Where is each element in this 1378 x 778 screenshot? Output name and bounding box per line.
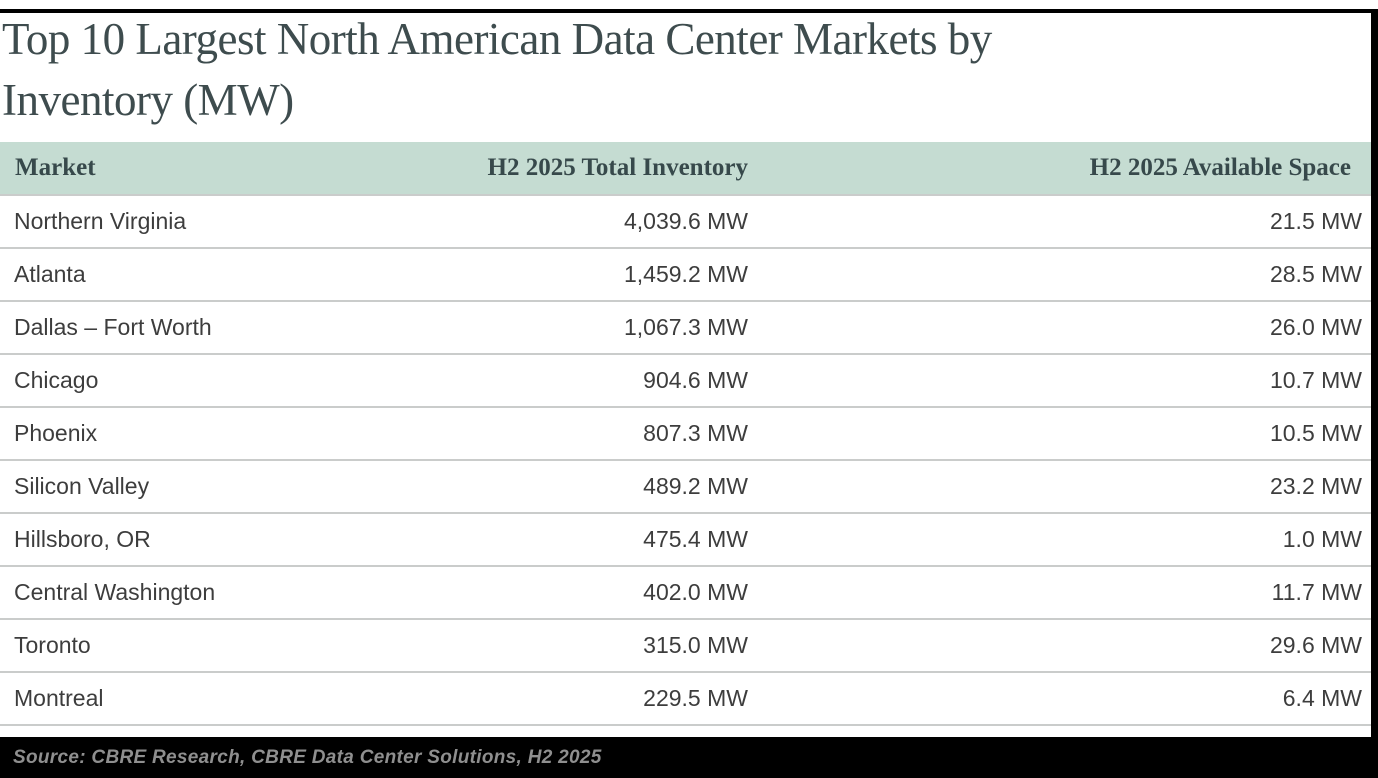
table-row: Montreal 229.5 MW 6.4 MW	[0, 673, 1371, 726]
table-row: Dallas – Fort Worth 1,067.3 MW 26.0 MW	[0, 302, 1371, 355]
total-inventory-cell: 315.0 MW	[643, 632, 748, 658]
market-cell: Montreal	[14, 685, 104, 711]
table-row: Atlanta 1,459.2 MW 28.5 MW	[0, 249, 1371, 302]
available-space-cell: 21.5 MW	[1269, 208, 1362, 234]
available-space-cell: 23.2 MW	[1269, 473, 1362, 499]
table-row: Hillsboro, OR 475.4 MW 1.0 MW	[0, 514, 1371, 567]
market-cell: Toronto	[14, 632, 91, 658]
source-footer-bar: Source: CBRE Research, CBRE Data Center …	[0, 737, 1378, 778]
total-inventory-cell: 1,459.2 MW	[624, 261, 748, 287]
page-title-line1: Top 10 Largest North American Data Cente…	[2, 14, 992, 64]
available-space-cell: 1.0 MW	[1282, 526, 1362, 552]
data-table: Market H2 2025 Total Inventory H2 2025 A…	[0, 142, 1371, 726]
table-row: Chicago 904.6 MW 10.7 MW	[0, 355, 1371, 408]
table-row: Silicon Valley 489.2 MW 23.2 MW	[0, 461, 1371, 514]
source-text: Source: CBRE Research, CBRE Data Center …	[13, 746, 602, 768]
page-title: Top 10 Largest North American Data Cente…	[2, 9, 1378, 131]
total-inventory-cell: 904.6 MW	[643, 367, 748, 393]
table-row: Northern Virginia 4,039.6 MW 21.5 MW	[0, 196, 1371, 249]
market-cell: Atlanta	[14, 261, 86, 287]
total-inventory-cell: 1,067.3 MW	[624, 314, 748, 340]
top-frame-strip	[0, 9, 1378, 13]
total-inventory-cell: 475.4 MW	[643, 526, 748, 552]
total-inventory-cell: 402.0 MW	[643, 579, 748, 605]
column-header-total-inventory: H2 2025 Total Inventory	[487, 154, 748, 181]
table-header-row: Market H2 2025 Total Inventory H2 2025 A…	[0, 142, 1371, 194]
available-space-cell: 29.6 MW	[1269, 632, 1362, 658]
page-title-line2: Inventory (MW)	[2, 75, 294, 125]
market-cell: Central Washington	[14, 579, 216, 605]
market-cell: Silicon Valley	[14, 473, 150, 499]
market-cell: Northern Virginia	[14, 208, 187, 234]
table-body: Northern Virginia 4,039.6 MW 21.5 MW Atl…	[0, 194, 1371, 726]
available-space-cell: 11.7 MW	[1271, 579, 1362, 605]
total-inventory-cell: 229.5 MW	[643, 685, 748, 711]
available-space-cell: 10.5 MW	[1269, 420, 1362, 446]
total-inventory-cell: 807.3 MW	[643, 420, 748, 446]
available-space-cell: 10.7 MW	[1269, 367, 1362, 393]
right-frame-strip	[1371, 9, 1378, 778]
available-space-cell: 26.0 MW	[1269, 314, 1362, 340]
market-cell: Hillsboro, OR	[14, 526, 151, 552]
market-cell: Dallas – Fort Worth	[14, 314, 212, 340]
table-row: Central Washington 402.0 MW 11.7 MW	[0, 567, 1371, 620]
available-space-cell: 6.4 MW	[1282, 685, 1362, 711]
total-inventory-cell: 4,039.6 MW	[624, 208, 748, 234]
column-header-market: Market	[15, 154, 96, 181]
total-inventory-cell: 489.2 MW	[643, 473, 748, 499]
market-cell: Phoenix	[14, 420, 98, 446]
table-row: Phoenix 807.3 MW 10.5 MW	[0, 408, 1371, 461]
table-row: Toronto 315.0 MW 29.6 MW	[0, 620, 1371, 673]
available-space-cell: 28.5 MW	[1269, 261, 1362, 287]
column-header-available-space: H2 2025 Available Space	[1089, 154, 1351, 181]
market-cell: Chicago	[14, 367, 99, 393]
